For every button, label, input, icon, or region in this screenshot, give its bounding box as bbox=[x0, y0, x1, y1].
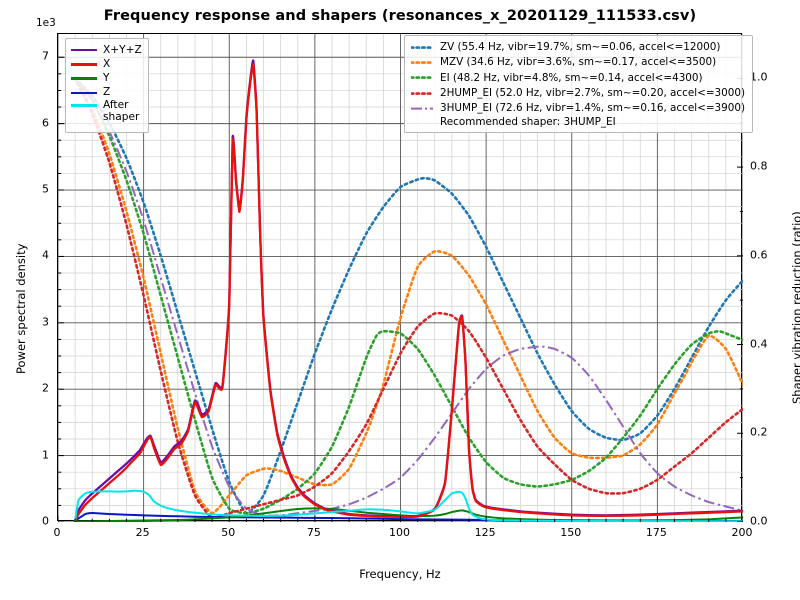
legend-label: ZV (55.4 Hz, vibr=19.7%, sm~=0.06, accel… bbox=[440, 41, 721, 54]
y-left-tick-label: 2 bbox=[42, 381, 49, 395]
legend-label: X+Y+Z bbox=[103, 43, 142, 56]
shaper-curve-zv bbox=[73, 77, 743, 515]
x-tick-label: 75 bbox=[306, 526, 321, 539]
y-left-tick-label: 0 bbox=[42, 514, 49, 528]
legend-swatch-icon bbox=[71, 73, 97, 84]
x-tick-label: 125 bbox=[474, 526, 496, 539]
legend-item-shaper-0: ZV (55.4 Hz, vibr=19.7%, sm~=0.06, accel… bbox=[411, 40, 745, 55]
legend-item-shaper-3: 2HUMP_EI (52.0 Hz, vibr=2.7%, sm~=0.20, … bbox=[411, 86, 745, 101]
x-tick-label: 0 bbox=[53, 526, 61, 539]
legend-swatch-icon bbox=[411, 72, 433, 83]
plot-canvas bbox=[58, 34, 743, 522]
legend-swatch-icon bbox=[71, 87, 97, 98]
y-left-tick-label: 7 bbox=[42, 49, 49, 63]
x-tick-label: 25 bbox=[135, 526, 150, 539]
legend-item-z: Z bbox=[71, 86, 142, 100]
x-axis-label: Frequency, Hz bbox=[359, 567, 441, 581]
y-axis-right-label: Shaper vibration reduction (ratio) bbox=[790, 211, 800, 404]
x-tick-label: 50 bbox=[221, 526, 236, 539]
recommended-shaper-text: Recommended shaper: 3HUMP_EI bbox=[440, 115, 616, 128]
legend-label: X bbox=[103, 57, 111, 70]
legend-swatch-icon bbox=[71, 45, 97, 56]
legend-label: Y bbox=[103, 72, 110, 85]
shaper-curve-mzv bbox=[73, 77, 743, 515]
legend-item-x: X bbox=[71, 57, 142, 71]
legend-item-after-shaper: After shaper bbox=[71, 98, 142, 127]
y-left-tick-label: 5 bbox=[42, 182, 49, 196]
shaper-curves bbox=[73, 77, 743, 520]
legend-label: After shaper bbox=[103, 98, 140, 123]
y-axis-left-label: Power spectral density bbox=[14, 243, 28, 374]
psd-curve-x bbox=[73, 63, 743, 522]
legend-swatch-icon bbox=[71, 100, 97, 111]
legend-label: EI (48.2 Hz, vibr=4.8%, sm~=0.14, accel<… bbox=[440, 71, 703, 84]
x-tick-label: 175 bbox=[645, 526, 667, 539]
y-right-tick-label: 0.8 bbox=[750, 159, 768, 173]
x-tick-label: 150 bbox=[560, 526, 582, 539]
shaper-curve-2hump_ei bbox=[73, 77, 743, 520]
shaper-curve-ei bbox=[73, 77, 743, 515]
legend-swatch-icon bbox=[71, 59, 97, 70]
legend-item-shaper-2: EI (48.2 Hz, vibr=4.8%, sm~=0.14, accel<… bbox=[411, 70, 745, 85]
shaper-curve-3hump_ei bbox=[74, 77, 743, 517]
y-right-tick-label: 0.4 bbox=[750, 337, 768, 351]
legend-swatch-icon bbox=[411, 103, 433, 114]
legend-signals: X+Y+Z X Y Z After shaper bbox=[65, 38, 149, 133]
legend-label: 3HUMP_EI (72.6 Hz, vibr=1.4%, sm~=0.16, … bbox=[440, 101, 746, 114]
legend-swatch-icon bbox=[411, 42, 433, 53]
y-left-tick-label: 4 bbox=[42, 248, 49, 262]
legend-label: Z bbox=[103, 86, 111, 99]
y-right-tick-label: 0.0 bbox=[750, 514, 768, 528]
y-right-tick-label: 0.6 bbox=[750, 248, 768, 262]
legend-label: MZV (34.6 Hz, vibr=3.6%, sm~=0.17, accel… bbox=[440, 56, 717, 69]
legend-item-shaper-4: 3HUMP_EI (72.6 Hz, vibr=1.4%, sm~=0.16, … bbox=[411, 101, 745, 116]
chart-title: Frequency response and shapers (resonanc… bbox=[103, 8, 697, 24]
legend-swatch-icon bbox=[411, 88, 433, 99]
y-left-tick-label: 3 bbox=[42, 315, 49, 329]
y-left-tick-label: 1 bbox=[42, 448, 49, 462]
psd-curve-after-shaper bbox=[74, 489, 743, 522]
tick-marks bbox=[58, 56, 743, 522]
legend-shapers: ZV (55.4 Hz, vibr=19.7%, sm~=0.06, accel… bbox=[404, 35, 754, 133]
legend-item-shaper-1: MZV (34.6 Hz, vibr=3.6%, sm~=0.17, accel… bbox=[411, 55, 745, 70]
legend-item-y: Y bbox=[71, 71, 142, 85]
x-tick-label: 200 bbox=[731, 526, 753, 539]
y-left-tick-label: 6 bbox=[42, 116, 49, 130]
y-right-tick-label: 0.2 bbox=[750, 425, 768, 439]
psd-curves bbox=[73, 59, 743, 522]
x-tick-label: 100 bbox=[389, 526, 410, 539]
legend-item-x-y-z: X+Y+Z bbox=[71, 43, 142, 57]
y-axis-multiplier: 1e3 bbox=[36, 17, 56, 29]
y-right-tick-label: 1.0 bbox=[750, 70, 768, 84]
legend-label: 2HUMP_EI (52.0 Hz, vibr=2.7%, sm~=0.20, … bbox=[440, 86, 746, 99]
legend-swatch-icon bbox=[411, 57, 433, 68]
